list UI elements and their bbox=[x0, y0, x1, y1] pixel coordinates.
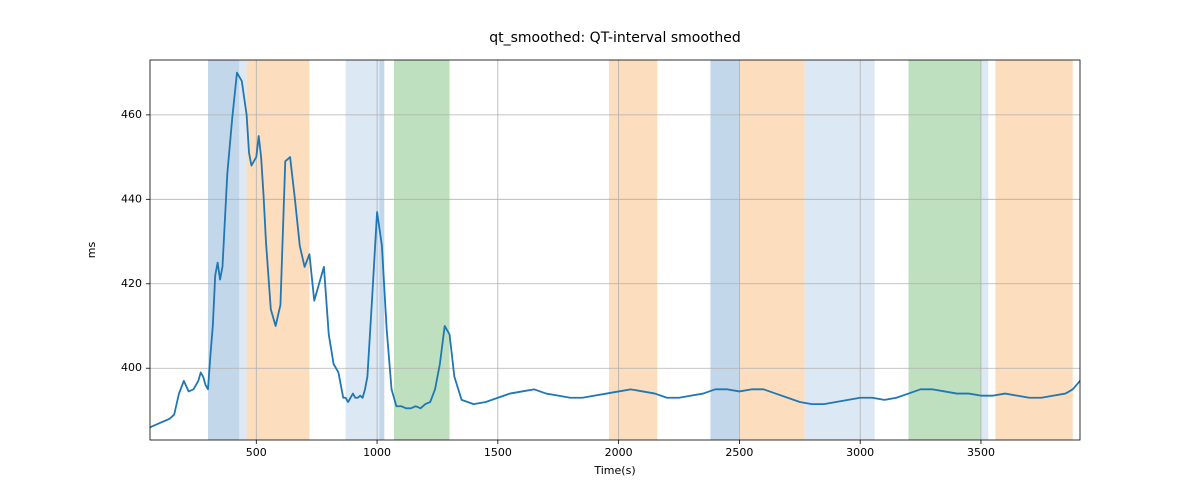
interval-band bbox=[609, 60, 657, 440]
x-tick-label: 500 bbox=[246, 446, 267, 459]
interval-band bbox=[710, 60, 739, 440]
y-tick-label: 460 bbox=[121, 108, 142, 121]
x-tick-label: 3500 bbox=[967, 446, 995, 459]
x-tick-label: 1500 bbox=[484, 446, 512, 459]
interval-band bbox=[995, 60, 1072, 440]
x-tick-label: 1000 bbox=[363, 446, 391, 459]
x-tick-label: 3000 bbox=[846, 446, 874, 459]
qt-smoothed-chart: 500 1000 1500 2000 2500 3000 3500 400 420 440 460 T… bbox=[0, 0, 1200, 500]
y-axis-label: ms bbox=[85, 242, 98, 259]
x-axis-label: Time(s) bbox=[593, 464, 635, 477]
interval-band bbox=[981, 60, 988, 440]
interval-band bbox=[805, 60, 875, 440]
y-tick-label: 440 bbox=[121, 192, 142, 205]
interval-band bbox=[239, 60, 246, 440]
x-tick-label: 2500 bbox=[725, 446, 753, 459]
y-tick-label: 420 bbox=[121, 277, 142, 290]
y-tick-label: 400 bbox=[121, 361, 142, 374]
x-tick-label: 2000 bbox=[605, 446, 633, 459]
interval-band bbox=[908, 60, 980, 440]
chart-title: qt_smoothed: QT-interval smoothed bbox=[489, 30, 741, 46]
interval-band bbox=[739, 60, 804, 440]
interval-band bbox=[394, 60, 450, 440]
